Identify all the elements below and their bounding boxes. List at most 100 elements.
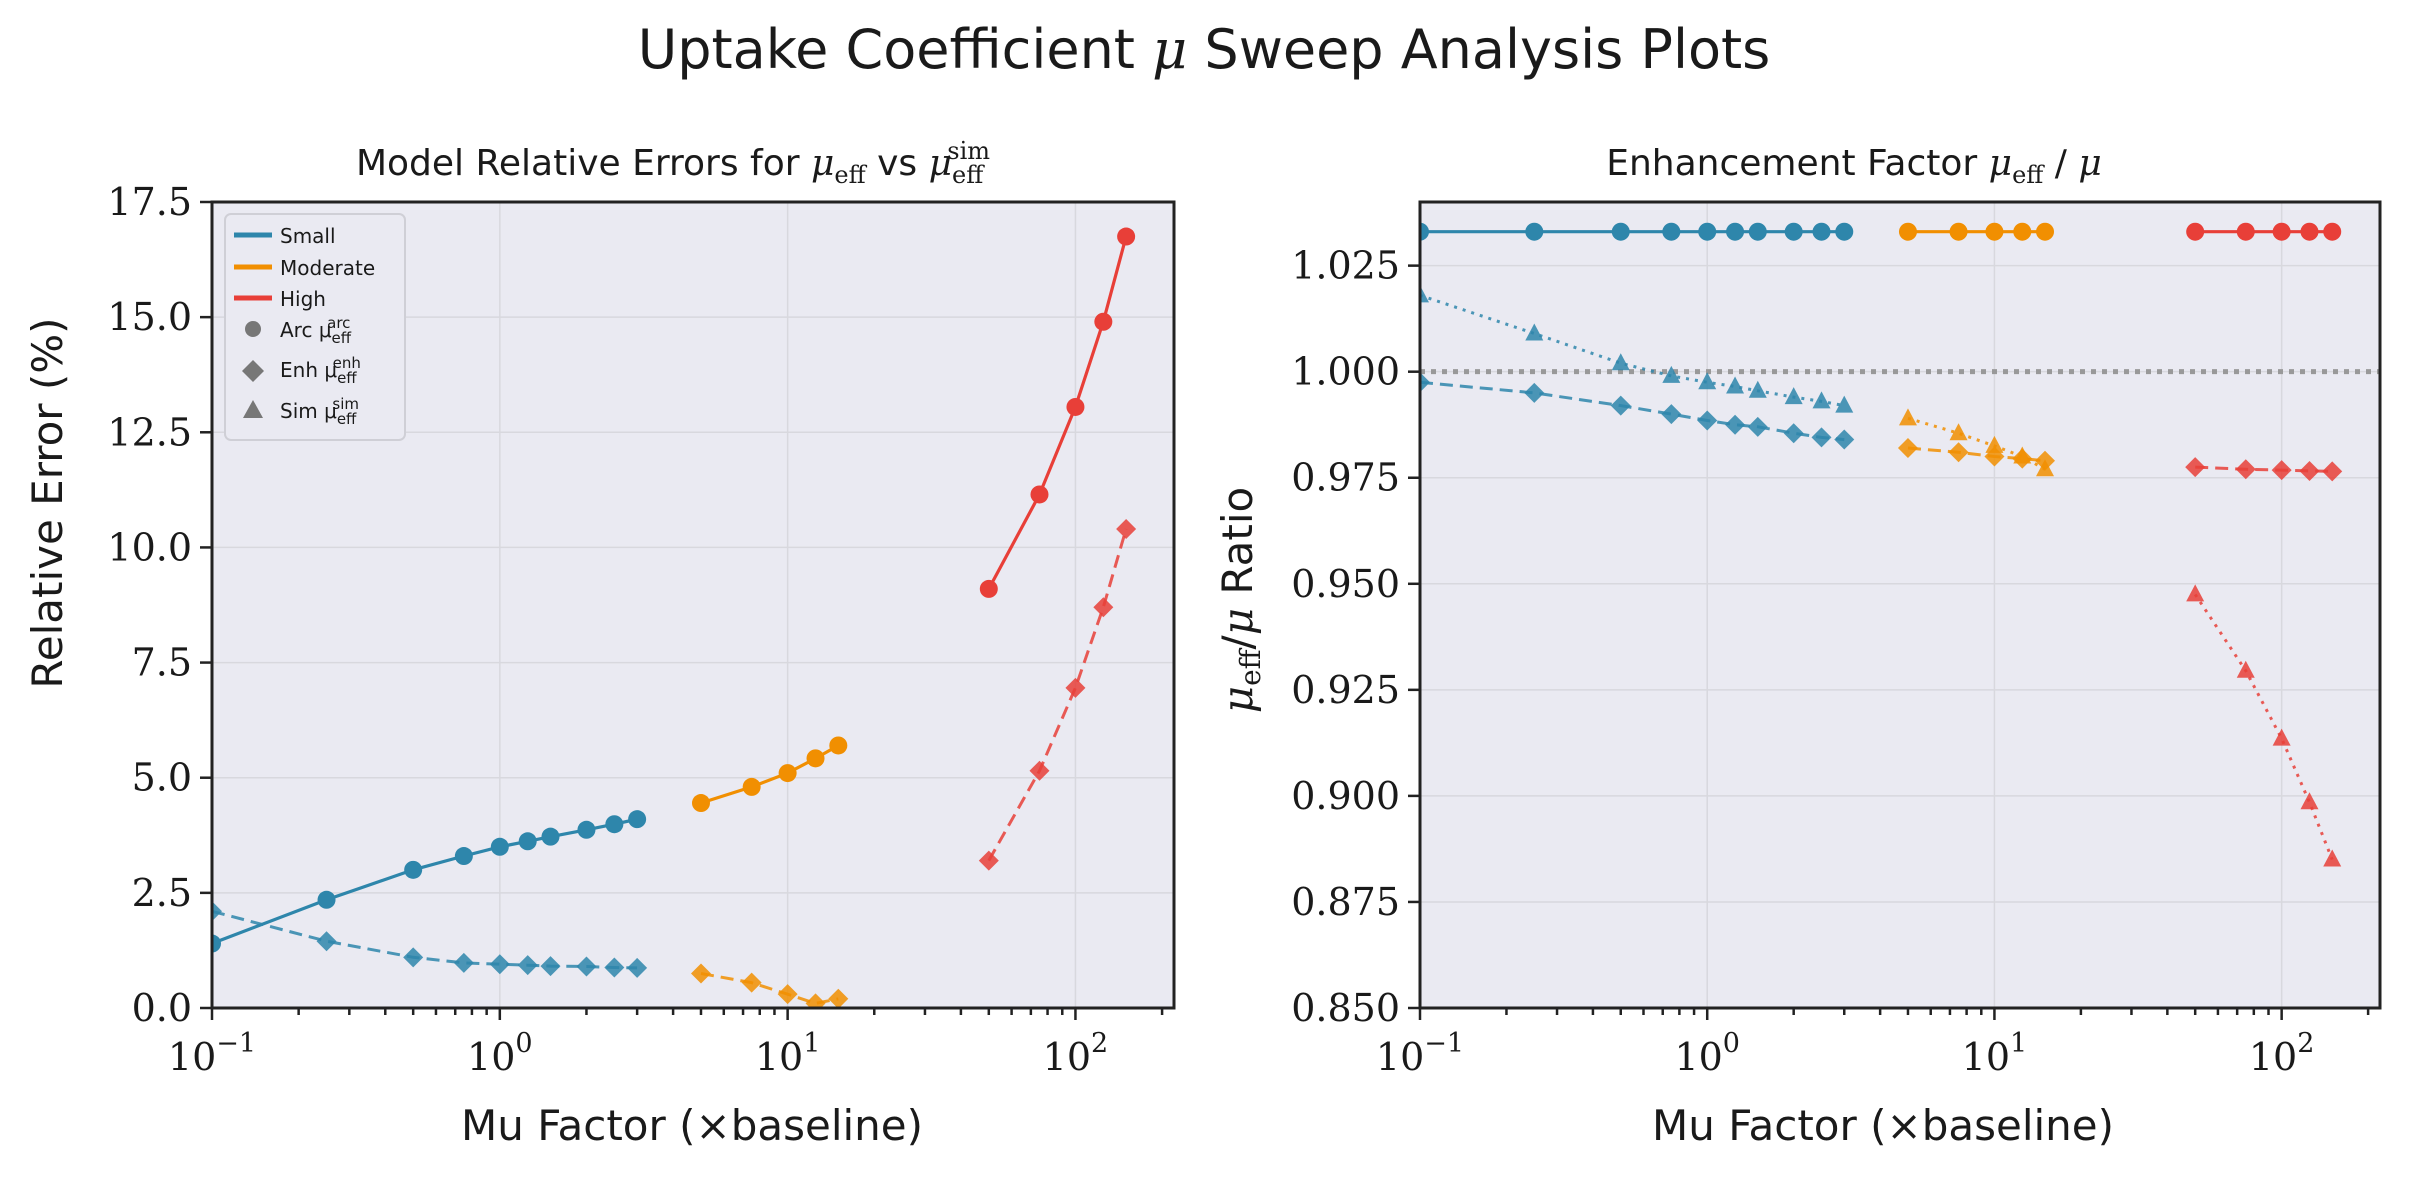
- data-point-small-arc: [1525, 222, 1544, 241]
- data-point-small-sim: [1784, 387, 1803, 405]
- data-point-high-arc: [2186, 222, 2205, 241]
- data-point-high-enh: [2322, 461, 2343, 482]
- data-point-high-arc: [2300, 222, 2319, 241]
- data-point-high-enh: [2271, 460, 2292, 481]
- data-point-small-sim: [1748, 380, 1767, 398]
- data-point-high-arc: [2236, 222, 2255, 241]
- y-tick-label: 15.0: [107, 295, 192, 339]
- data-point-high-enh: [1029, 760, 1050, 781]
- data-point-high-arc: [1030, 485, 1049, 504]
- data-point-small-arc: [212, 934, 221, 953]
- y-tick-label: 0.900: [1291, 774, 1400, 818]
- figure-title: Uptake Coefficient μ Sweep Analysis Plot…: [638, 18, 1771, 81]
- legend-label-moderate: Moderate: [280, 256, 375, 280]
- data-point-moderate-enh: [805, 993, 826, 1008]
- data-point-moderate-enh: [828, 988, 849, 1008]
- data-point-small-arc: [1420, 222, 1429, 241]
- legend-label-sim: Sim μeffsim: [280, 395, 359, 428]
- data-point-moderate-arc: [691, 794, 710, 813]
- data-point-small-arc: [1698, 222, 1717, 241]
- data-point-small-sim: [1698, 372, 1717, 390]
- data-point-small-enh: [1834, 429, 1855, 450]
- data-point-moderate-arc: [1898, 222, 1917, 241]
- error-chart-ylabel: Relative Error (%): [23, 317, 72, 688]
- legend-triangle-marker: [243, 400, 263, 418]
- x-tick-label: 101: [1962, 1028, 2028, 1079]
- enhancement-chart-plot-area: 10−1 100 101 102 0.850 0.875 0.900 0.925 0.950 0.…: [1291, 200, 2382, 1079]
- data-point-high-enh: [2299, 460, 2320, 481]
- legend-label-arc: Arc μeffarc: [280, 314, 352, 347]
- x-tick-label: 102: [1043, 1028, 1109, 1079]
- data-point-small-enh: [1610, 395, 1631, 416]
- data-point-small-arc: [1662, 222, 1681, 241]
- data-point-moderate-arc: [806, 749, 825, 768]
- data-point-moderate-arc: [2036, 222, 2055, 241]
- enhancement-series-layer: [1420, 222, 2380, 867]
- legend-label-high: High: [280, 287, 326, 311]
- error-plot-frame: [210, 200, 1176, 1010]
- data-point-moderate-enh: [690, 963, 711, 984]
- enhancement-chart-title: Enhancement Factor μeff / μ: [1606, 143, 2102, 189]
- enhancement-plot-frame: [1418, 200, 2382, 1010]
- y-tick-label: 12.5: [107, 410, 192, 454]
- data-point-small-enh: [1524, 382, 1545, 403]
- data-point-high-enh: [1093, 597, 1114, 618]
- x-tick-label: 10−1: [168, 1028, 256, 1079]
- data-point-small-arc: [490, 837, 509, 856]
- data-point-small-enh: [576, 956, 597, 977]
- data-point-small-arc: [404, 860, 423, 879]
- data-point-moderate-sim: [1898, 408, 1917, 426]
- data-point-high-arc: [1094, 312, 1113, 331]
- data-point-small-enh: [212, 901, 222, 922]
- data-point-high-arc: [1066, 397, 1085, 416]
- data-point-high-sim: [2186, 584, 2205, 602]
- x-tick-label: 100: [1674, 1028, 1740, 1079]
- data-point-high-enh: [978, 850, 999, 871]
- data-point-small-sim: [1420, 285, 1429, 303]
- error-chart: Model Relative Errors for μeff vs μeffsi…: [23, 137, 1176, 1150]
- data-point-small-arc: [577, 820, 596, 839]
- y-tick-label: 10.0: [107, 525, 192, 569]
- data-point-high-arc: [979, 579, 998, 598]
- legend-box: [224, 213, 406, 441]
- series-line-small-arc: [212, 817, 638, 945]
- series-line-high-enh: [987, 528, 1128, 862]
- data-point-high-arc: [1117, 227, 1136, 246]
- data-point-small-arc: [454, 847, 473, 866]
- series-line-small-enh: [212, 909, 638, 970]
- x-tick-label: 101: [755, 1028, 821, 1079]
- data-point-small-enh: [1697, 410, 1718, 431]
- data-point-small-sim: [1525, 323, 1544, 341]
- data-point-small-enh: [1725, 414, 1746, 435]
- data-point-moderate-sim: [1985, 435, 2004, 453]
- y-tick-label: 1.000: [1291, 350, 1400, 394]
- data-point-high-arc: [2323, 222, 2342, 241]
- data-point-moderate-sim: [2036, 459, 2055, 477]
- y-tick-label: 0.975: [1291, 456, 1400, 500]
- data-point-moderate-arc: [1949, 222, 1968, 241]
- data-point-small-enh: [316, 931, 337, 952]
- error-chart-xlabel: Mu Factor (×baseline): [461, 1101, 923, 1150]
- data-point-small-arc: [1812, 222, 1831, 241]
- data-point-small-sim: [1726, 376, 1745, 394]
- y-tick-label: 0.850: [1291, 986, 1400, 1030]
- y-tick-label: 7.5: [132, 641, 192, 685]
- legend-diamond-marker: [242, 360, 264, 382]
- legend-circle-marker: [245, 321, 261, 337]
- data-point-small-arc: [1784, 222, 1803, 241]
- data-point-high-sim: [2323, 849, 2342, 867]
- data-point-high-sim: [2236, 660, 2255, 678]
- data-point-moderate-sim: [1949, 423, 1968, 441]
- data-point-small-enh: [489, 954, 510, 975]
- data-point-small-arc: [1835, 222, 1854, 241]
- data-point-high-sim: [2272, 728, 2291, 746]
- x-tick-label: 100: [467, 1028, 533, 1079]
- data-point-high-enh: [2235, 459, 2256, 480]
- data-point-high-enh: [1116, 519, 1137, 540]
- y-tick-label: 0.950: [1291, 562, 1400, 606]
- enhancement-plot-background: [1420, 202, 2380, 1008]
- data-point-small-sim: [1662, 365, 1681, 383]
- data-point-moderate-arc: [1985, 222, 2004, 241]
- enhancement-chart: Enhancement Factor μeff / μ Mu Factor (×…: [1213, 143, 2382, 1150]
